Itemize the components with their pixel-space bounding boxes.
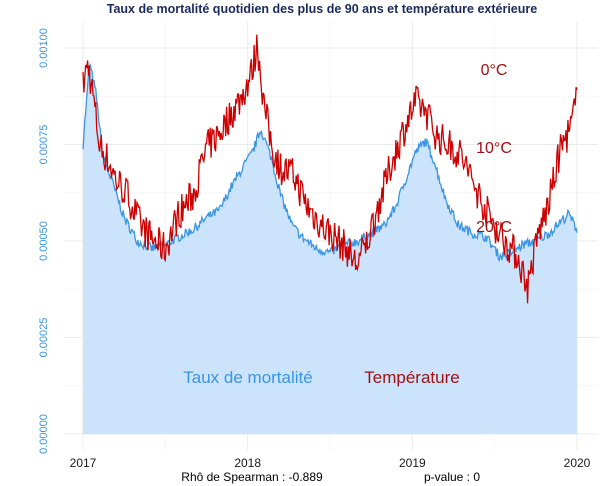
- series-line-mortalite: [82, 62, 578, 262]
- temperature-axis-label: 20°C: [476, 219, 512, 236]
- mortality-area: [83, 65, 577, 434]
- chart-title: Taux de mortalité quotidien des plus de …: [107, 2, 537, 16]
- x-tick-label: 2020: [564, 456, 591, 470]
- x-tick-label: 2018: [234, 456, 261, 470]
- legend-item: Température: [364, 368, 459, 387]
- series-lines: [82, 34, 578, 304]
- mortality-area-fill: [83, 65, 577, 434]
- y-tick-label: 0.00100: [38, 28, 50, 68]
- x-axis-ticks: 2017 2018 2019 2020: [70, 456, 591, 470]
- temperature-axis-label: 10°C: [476, 140, 512, 157]
- y-tick-label: 0.00000: [38, 414, 50, 454]
- spearman-label: Rhô de Spearman : -0.889: [181, 470, 323, 484]
- y-tick-label: 0.00025: [38, 318, 50, 358]
- series-line-temperature: [82, 34, 578, 304]
- temperature-labels: 0°C 10°C 20°C: [476, 62, 512, 236]
- y-tick-label: 0.00075: [38, 125, 50, 165]
- y-axis-ticks: 0.00000 0.00025 0.00050 0.00075 0.00100: [38, 28, 50, 454]
- legend: Taux de mortalité Température: [183, 368, 459, 387]
- temperature-axis-label: 0°C: [481, 62, 508, 79]
- x-tick-label: 2019: [399, 456, 426, 470]
- x-tick-label: 2017: [70, 456, 97, 470]
- p-value-label: p-value : 0: [424, 470, 480, 484]
- y-tick-label: 0.00050: [38, 221, 50, 261]
- legend-item: Taux de mortalité: [183, 368, 312, 387]
